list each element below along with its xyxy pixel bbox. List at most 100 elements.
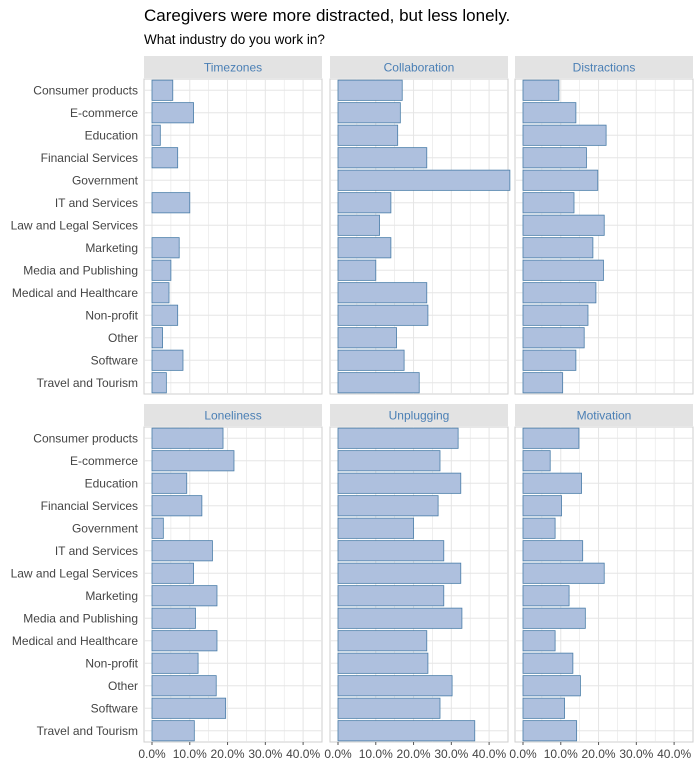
bar [337, 169, 511, 191]
bar [151, 237, 180, 259]
bar [337, 697, 441, 719]
bar [522, 675, 581, 697]
bar [522, 630, 556, 652]
bar [337, 214, 380, 236]
bar [337, 720, 476, 742]
bar [522, 304, 589, 326]
category-label: Other [108, 331, 138, 345]
bar [522, 124, 607, 146]
panel-background [143, 78, 323, 395]
x-tick-label: 20.0% [582, 747, 616, 761]
bar [337, 675, 453, 697]
bar [522, 147, 587, 169]
facet-strip [144, 404, 322, 426]
bar [151, 562, 194, 584]
bar [337, 607, 463, 629]
bar [151, 540, 213, 562]
bar [337, 372, 420, 394]
bar [522, 495, 562, 517]
bar [522, 472, 582, 494]
category-label: Media and Publishing [23, 611, 138, 625]
bar [151, 102, 194, 124]
bar [337, 259, 377, 281]
bar [522, 327, 585, 349]
category-label: Software [91, 353, 139, 367]
category-label: Marketing [85, 241, 138, 255]
category-label: Education [85, 476, 138, 490]
bar [337, 102, 401, 124]
bar [151, 585, 218, 607]
bar [337, 124, 399, 146]
bar [522, 169, 599, 191]
bar [151, 630, 218, 652]
facet-panel-motivation: Motivation [514, 404, 694, 743]
bar [337, 192, 392, 214]
bar [337, 147, 428, 169]
bar [522, 192, 575, 214]
x-tick-label: 20.0% [211, 747, 245, 761]
bar [337, 495, 439, 517]
category-label: Medical and Healthcare [12, 634, 138, 648]
facet-strip-label: Distractions [573, 61, 636, 75]
bar [151, 652, 199, 674]
x-tick-label: 0.0% [324, 747, 352, 761]
bar [337, 327, 397, 349]
bar [151, 720, 195, 742]
bar [522, 517, 556, 539]
bar [337, 630, 428, 652]
category-label: Education [85, 128, 138, 142]
x-tick-label: 30.0% [434, 747, 468, 761]
category-label: E-commerce [70, 454, 138, 468]
bar [522, 450, 551, 472]
bar [522, 349, 577, 371]
bar [151, 472, 188, 494]
facet-panel-distractions: Distractions [514, 56, 694, 395]
bar [337, 562, 462, 584]
bar [151, 427, 224, 449]
category-label: Other [108, 679, 138, 693]
bar [151, 607, 196, 629]
bar [522, 282, 597, 304]
bar [522, 720, 578, 742]
category-label: Travel and Tourism [37, 724, 138, 738]
facet-panel-timezones: Timezones [143, 56, 323, 395]
category-label: IT and Services [55, 544, 138, 558]
facet-strip [515, 404, 693, 426]
x-tick-label: 40.0% [286, 747, 320, 761]
facet-strip [330, 56, 508, 78]
bar [337, 349, 405, 371]
category-label: Media and Publishing [23, 263, 138, 277]
x-tick-label: 10.0% [544, 747, 578, 761]
bar [151, 349, 184, 371]
facet-strip-label: Unplugging [389, 409, 450, 423]
category-label: Medical and Healthcare [12, 286, 138, 300]
facet-strip-label: Timezones [204, 61, 262, 75]
bar [522, 259, 604, 281]
bar [337, 517, 414, 539]
facet-strip [515, 56, 693, 78]
bar [337, 282, 428, 304]
bar [522, 585, 570, 607]
bar [151, 259, 172, 281]
x-tick-label: 30.0% [619, 747, 653, 761]
bar [522, 79, 560, 101]
bar [337, 472, 462, 494]
bar [522, 697, 565, 719]
bar [522, 562, 605, 584]
bar [522, 237, 594, 259]
x-tick-label: 40.0% [657, 747, 691, 761]
bar [337, 427, 459, 449]
category-label: Consumer products [33, 83, 138, 97]
bar [151, 327, 163, 349]
facet-strip [144, 56, 322, 78]
facet-panel-collaboration: Collaboration [329, 56, 511, 395]
bar [522, 427, 580, 449]
category-label: IT and Services [55, 196, 138, 210]
category-label: Law and Legal Services [11, 218, 138, 232]
bar [151, 192, 191, 214]
facet-strip-label: Loneliness [204, 409, 261, 423]
category-label: Government [72, 173, 139, 187]
x-tick-label: 40.0% [472, 747, 506, 761]
category-label: Financial Services [41, 151, 138, 165]
